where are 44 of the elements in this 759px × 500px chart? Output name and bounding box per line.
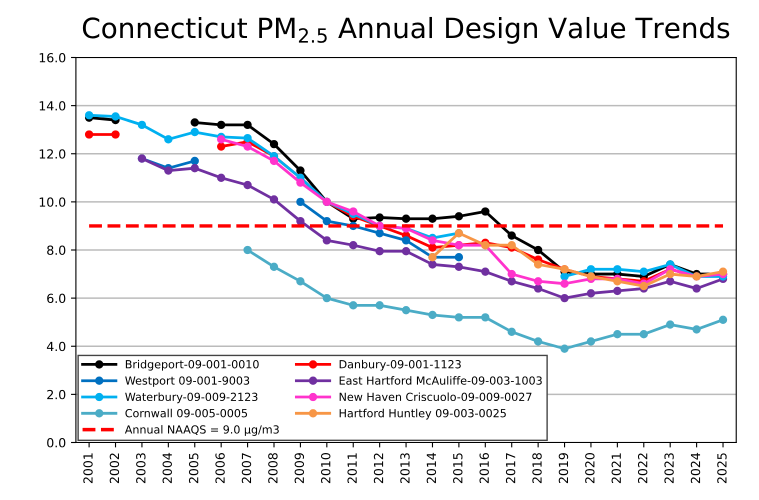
legend-label: New Haven Criscuolo-09-009-0027: [340, 392, 532, 402]
x-tick-label: 2019: [558, 453, 568, 484]
x-tick-label: 2003: [136, 453, 146, 484]
x-tick-label: 2001: [83, 453, 93, 484]
legend-label: Westport 09-001-9003: [125, 376, 250, 387]
x-tick-label: 2018: [532, 453, 542, 484]
legend-label: East Hartford McAuliffe-09-003-1003: [340, 376, 542, 385]
chart-title: Connecticut PM$_{2.5}$ Annual Design Value Trends: [82, 16, 730, 44]
x-tick-label: 2002: [110, 453, 120, 484]
x-tick-label: 2009: [294, 453, 304, 484]
y-tick-label: 0.0: [47, 438, 66, 448]
x-tick-label: 2006: [215, 453, 225, 484]
y-tick-label: 10.0: [40, 197, 66, 207]
legend-label: Bridgeport-09-001-0010: [126, 360, 259, 371]
y-tick-label: 6.0: [47, 294, 66, 304]
y-tick-label: 16.0: [40, 52, 66, 62]
x-tick-label: 2005: [188, 453, 198, 484]
x-tick-label: 2021: [612, 453, 621, 484]
x-tick-label: 2025: [717, 453, 727, 484]
x-tick-label: 2013: [400, 453, 410, 484]
x-tick-label: 2011: [347, 453, 357, 484]
x-tick-label: 2024: [690, 452, 700, 484]
y-tick-label: 4.0: [46, 342, 66, 352]
x-tick-label: 2014: [426, 452, 436, 484]
legend-label: Annual NAAQS = 9.0 µg/m3: [124, 425, 279, 436]
x-tick-label: 2010: [320, 453, 330, 484]
y-tick-label: 12.0: [40, 149, 66, 159]
x-tick-label: 2012: [374, 453, 384, 484]
x-tick-label: 2017: [506, 453, 516, 484]
x-tick-label: 2007: [242, 453, 252, 484]
legend-label: Danbury-09-001-1123: [340, 360, 461, 371]
x-tick-label: 2015: [453, 453, 463, 484]
legend-label: Hartford Huntley 09-003-0025: [340, 408, 506, 420]
y-tick-label: 8.0: [47, 245, 66, 255]
x-tick-label: 2022: [638, 453, 648, 484]
x-tick-label: 2023: [664, 453, 674, 484]
x-tick-label: 2004: [162, 452, 172, 484]
legend-label: Waterbury-09-009-2123: [125, 392, 258, 404]
x-tick-label: 2020: [585, 453, 595, 484]
legend-label: Cornwall 09-005-0005: [125, 408, 248, 418]
y-tick-label: 2.0: [47, 390, 66, 400]
x-tick-label: 2016: [479, 453, 489, 484]
x-tick-label: 2008: [268, 453, 278, 484]
y-tick-label: 14.0: [40, 101, 66, 111]
